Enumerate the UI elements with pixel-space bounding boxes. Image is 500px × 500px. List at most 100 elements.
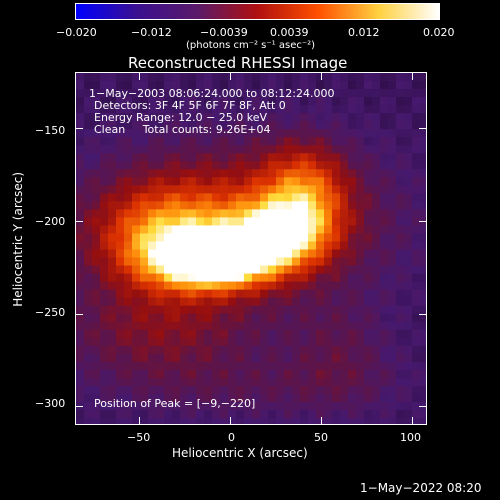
heatmap-cell (404, 305, 413, 315)
heatmap-cell (268, 145, 277, 154)
heatmap-cell (164, 417, 173, 424)
heatmap-cell (388, 233, 397, 243)
heatmap-cell (132, 193, 141, 202)
heatmap-cell (380, 209, 389, 219)
heatmap-cell (180, 145, 189, 154)
heatmap-cell (108, 289, 117, 299)
heatmap-cell (292, 209, 301, 219)
heatmap-cell (116, 121, 125, 130)
heatmap-cell (324, 393, 333, 403)
heatmap-cell (332, 153, 341, 162)
heatmap-cell (132, 345, 141, 355)
heatmap-cell (316, 417, 325, 424)
heatmap-cell (388, 105, 397, 114)
heatmap-cell (372, 289, 381, 299)
heatmap-cell (332, 385, 341, 395)
heatmap-cell (284, 369, 293, 379)
heatmap-cell (396, 417, 405, 424)
heatmap-cell (148, 361, 157, 371)
heatmap-cell (180, 249, 189, 259)
heatmap-cell (324, 129, 333, 138)
heatmap-cell (172, 297, 181, 307)
heatmap-cell (116, 161, 125, 170)
heatmap-cell (140, 113, 149, 122)
heatmap-cell (76, 113, 85, 122)
heatmap-cell (420, 217, 426, 227)
heatmap-cell (148, 169, 157, 178)
heatmap-cell (196, 289, 205, 299)
heatmap-cell (172, 281, 181, 291)
heatmap-cell (380, 409, 389, 419)
heatmap-cell (92, 145, 101, 154)
heatmap-cell (132, 177, 141, 186)
heatmap-cell (404, 345, 413, 355)
heatmap-cell (244, 153, 253, 162)
heatmap-cell (332, 73, 341, 82)
heatmap-cell (188, 257, 197, 267)
heatmap-cell (364, 401, 373, 411)
heatmap-cell (356, 329, 365, 339)
heatmap-cell (204, 337, 213, 347)
heatmap-cell (76, 161, 85, 170)
heatmap-cell (180, 233, 189, 243)
heatmap-cell (164, 185, 173, 194)
heatmap-cell (276, 145, 285, 154)
heatmap-cell (212, 97, 221, 106)
heatmap-cell (396, 225, 405, 235)
heatmap-cell (132, 289, 141, 299)
heatmap-cell (236, 337, 245, 347)
heatmap-cell (404, 169, 413, 178)
heatmap-cell (236, 289, 245, 299)
heatmap-cell (132, 217, 141, 227)
heatmap-cell (92, 177, 101, 186)
heatmap-cell (260, 305, 269, 315)
heatmap-cell (92, 265, 101, 275)
heatmap-cell (308, 297, 317, 307)
heatmap-cell (340, 201, 349, 210)
heatmap-cell (420, 241, 426, 251)
heatmap-cell (420, 337, 426, 347)
heatmap-cell (236, 137, 245, 146)
heatmap-cell (396, 257, 405, 267)
heatmap-cell (148, 185, 157, 194)
heatmap-cell (412, 97, 421, 106)
heatmap-cell (372, 185, 381, 194)
heatmap-cell (116, 337, 125, 347)
heatmap-cell (388, 97, 397, 106)
heatmap-cell (204, 257, 213, 267)
heatmap-cell (268, 185, 277, 194)
heatmap-cell (220, 385, 229, 395)
heatmap-cell (388, 329, 397, 339)
heatmap-cell (276, 297, 285, 307)
heatmap-cell (364, 265, 373, 275)
heatmap-cell (140, 201, 149, 210)
heatmap-cell (276, 113, 285, 122)
heatmap-cell (124, 329, 133, 339)
heatmap-cell (404, 113, 413, 122)
heatmap-cell (108, 265, 117, 275)
heatmap-cell (108, 105, 117, 114)
heatmap-cell (324, 305, 333, 315)
heatmap-cell (220, 177, 229, 186)
heatmap-cell (236, 393, 245, 403)
heatmap-cell (196, 305, 205, 315)
heatmap-cell (332, 377, 341, 387)
heatmap-cell (268, 137, 277, 146)
heatmap-cell (372, 153, 381, 162)
heatmap-cell (380, 273, 389, 283)
heatmap-cell (204, 385, 213, 395)
heatmap-cell (148, 305, 157, 315)
heatmap-cell (92, 153, 101, 162)
heatmap-cell (268, 217, 277, 227)
heatmap-cell (404, 209, 413, 219)
heatmap-cell (140, 369, 149, 379)
heatmap-cell (220, 249, 229, 259)
heatmap-cell (140, 273, 149, 283)
heatmap-cell (324, 401, 333, 411)
heatmap-cell (212, 281, 221, 291)
heatmap-cell (140, 161, 149, 170)
heatmap-cell (356, 89, 365, 98)
heatmap-cell (132, 321, 141, 331)
heatmap-cell (84, 145, 93, 154)
heatmap-cell (364, 417, 373, 424)
